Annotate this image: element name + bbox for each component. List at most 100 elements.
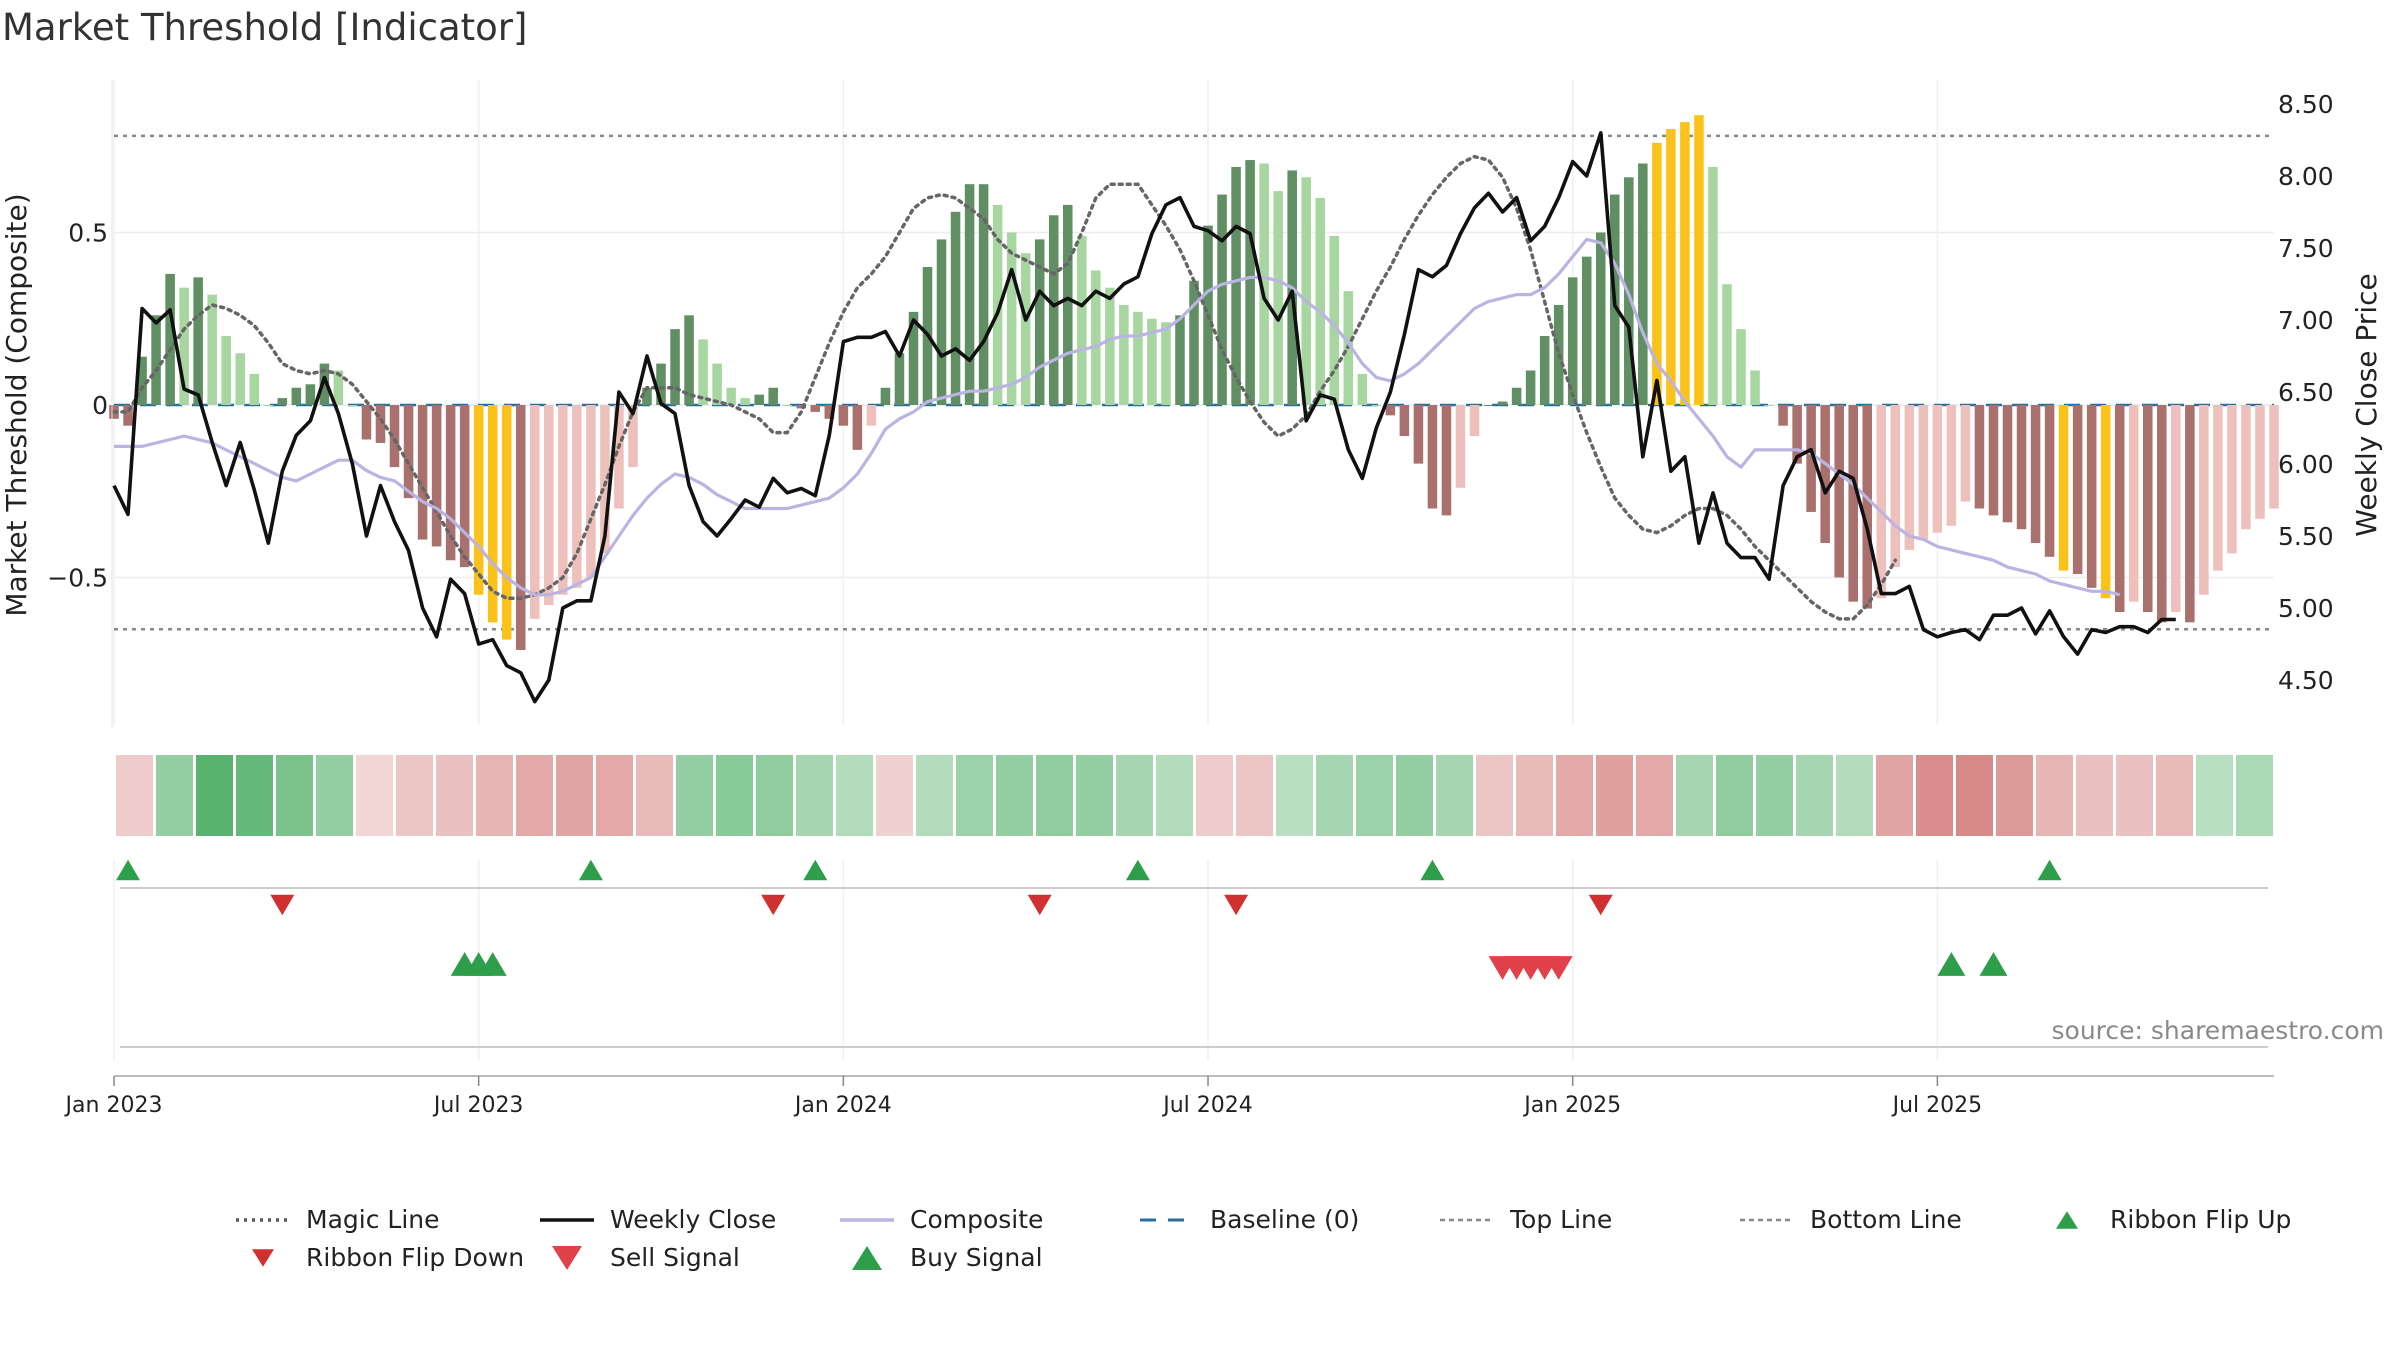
buy-signal-marker [1979, 952, 2008, 976]
composite-bar [628, 405, 638, 468]
composite-bar [1904, 405, 1915, 550]
composite-bar [1161, 322, 1171, 405]
composite-bar [1034, 239, 1045, 405]
composite-bar [642, 387, 652, 405]
right-tick-label: 6.50 [2278, 378, 2334, 407]
ribbon-cell [276, 755, 313, 836]
composite-bar [558, 405, 568, 595]
ribbon-cell [2236, 755, 2273, 836]
composite-bar [1764, 405, 1774, 406]
ribbon-cell [1156, 755, 1193, 836]
ribbon-cell [676, 755, 713, 836]
composite-bar [824, 405, 835, 419]
ribbon-cell [1916, 755, 1953, 836]
composite-bar [2100, 405, 2111, 599]
composite-bar [586, 405, 596, 578]
ribbon-flip-up-marker [2037, 859, 2062, 881]
ribbon-cell [1596, 755, 1633, 836]
right-tick-label: 8.00 [2278, 162, 2334, 191]
source-label: source: sharemaestro.com [2051, 1016, 2385, 1045]
composite-bar [656, 363, 666, 405]
composite-bar [2114, 405, 2125, 612]
composite-bar [305, 384, 316, 405]
ribbon-cell [356, 755, 393, 836]
legend-item-magic-line: Magic Line [232, 1205, 440, 1234]
ribbon-cell [316, 755, 353, 836]
composite-bar [1652, 142, 1662, 406]
legend-label: Baseline (0) [1210, 1205, 1360, 1234]
weekly-close-line [112, 131, 2176, 704]
composite-bar [530, 405, 540, 619]
composite-bar [1006, 232, 1017, 405]
composite-bar [1567, 277, 1578, 405]
ribbon-cell [1076, 755, 1113, 836]
ribbon-flip-down-marker [1224, 894, 1249, 916]
legend-label: Composite [910, 1205, 1044, 1234]
composite-bar [726, 387, 736, 405]
ribbon-cell [1716, 755, 1753, 836]
ribbon-cell [1276, 755, 1313, 836]
ribbon-flip-down-marker [1588, 894, 1613, 916]
composite-bar [2157, 405, 2167, 623]
composite-bar [2199, 405, 2209, 595]
legend-item-weekly-close: Weekly Close [536, 1205, 776, 1234]
composite-bar [1483, 405, 1494, 406]
composite-bar [768, 387, 778, 405]
left-tick-label: 0.5 [68, 219, 108, 248]
ribbon-cell [916, 755, 953, 836]
buy-signal-marker [1937, 952, 1966, 976]
ribbon-cell [1556, 755, 1593, 836]
composite-bar [277, 398, 288, 405]
ribbon-cell [1196, 755, 1233, 836]
composite-bar [1680, 122, 1690, 405]
legend-symbol-solid-line-icon [540, 1217, 594, 1222]
composite-bar [445, 405, 456, 561]
ribbon-cell [1836, 755, 1873, 836]
ribbon-cell [1396, 755, 1433, 836]
composite-bar [1020, 253, 1031, 405]
composite-bar [1245, 160, 1255, 405]
composite-bar [501, 405, 512, 640]
composite-bar [1960, 405, 1971, 502]
chart-svg: 0.5 0 −0.5 8.50 8.00 7.50 7.00 6.50 6.00 5.50 5.00… [0, 80, 2383, 1118]
legend-item-top-line: Top Line [1436, 1205, 1612, 1234]
composite-bar [2269, 405, 2279, 509]
legend-item-sell-signal: Sell Signal [536, 1243, 740, 1272]
left-tick-label: 0 [92, 391, 108, 420]
composite-bar [1329, 235, 1340, 405]
composite-bar [2241, 405, 2251, 530]
legend-label: Top Line [1510, 1205, 1613, 1234]
ribbon-cell [396, 755, 433, 836]
composite-bar [1750, 370, 1760, 405]
legend-symbol-dotted-line-icon [236, 1217, 290, 1222]
composite-bar [684, 315, 694, 405]
magic-line [112, 154, 1898, 621]
composite-bar [123, 405, 133, 426]
legend-symbol-triangle-up-icon [2056, 1210, 2078, 1229]
composite-bar [1918, 405, 1929, 540]
composite-bar [1062, 204, 1073, 405]
composite-bar [1273, 191, 1283, 405]
composite-bar [1820, 405, 1830, 543]
composite-bar [1806, 405, 1816, 512]
legend-symbol-solid-line-icon [840, 1217, 894, 1222]
composite-bar [1595, 232, 1606, 405]
composite-bar [1175, 315, 1185, 405]
composite-bar [950, 211, 961, 405]
left-axis-title: Market Threshold (Composite) [0, 193, 33, 616]
composite-bar [473, 405, 484, 595]
composite-bar [389, 405, 400, 468]
ribbon-flip-up-marker [1420, 859, 1445, 881]
legend-item-ribbon-flip-down: Ribbon Flip Down [232, 1243, 524, 1272]
composite-bar [1189, 280, 1199, 405]
composite-bar [2227, 405, 2237, 554]
composite-bar [1231, 166, 1241, 405]
legend-item-composite: Composite [836, 1205, 1043, 1234]
composite-line [114, 237, 2121, 597]
right-tick-label: 7.50 [2278, 234, 2334, 263]
composite-bar [1722, 284, 1732, 405]
composite-bar [1301, 177, 1311, 405]
ribbon-flip-up-marker [803, 859, 828, 881]
composite-bar [1119, 304, 1129, 405]
ribbon-cell [2076, 755, 2113, 836]
